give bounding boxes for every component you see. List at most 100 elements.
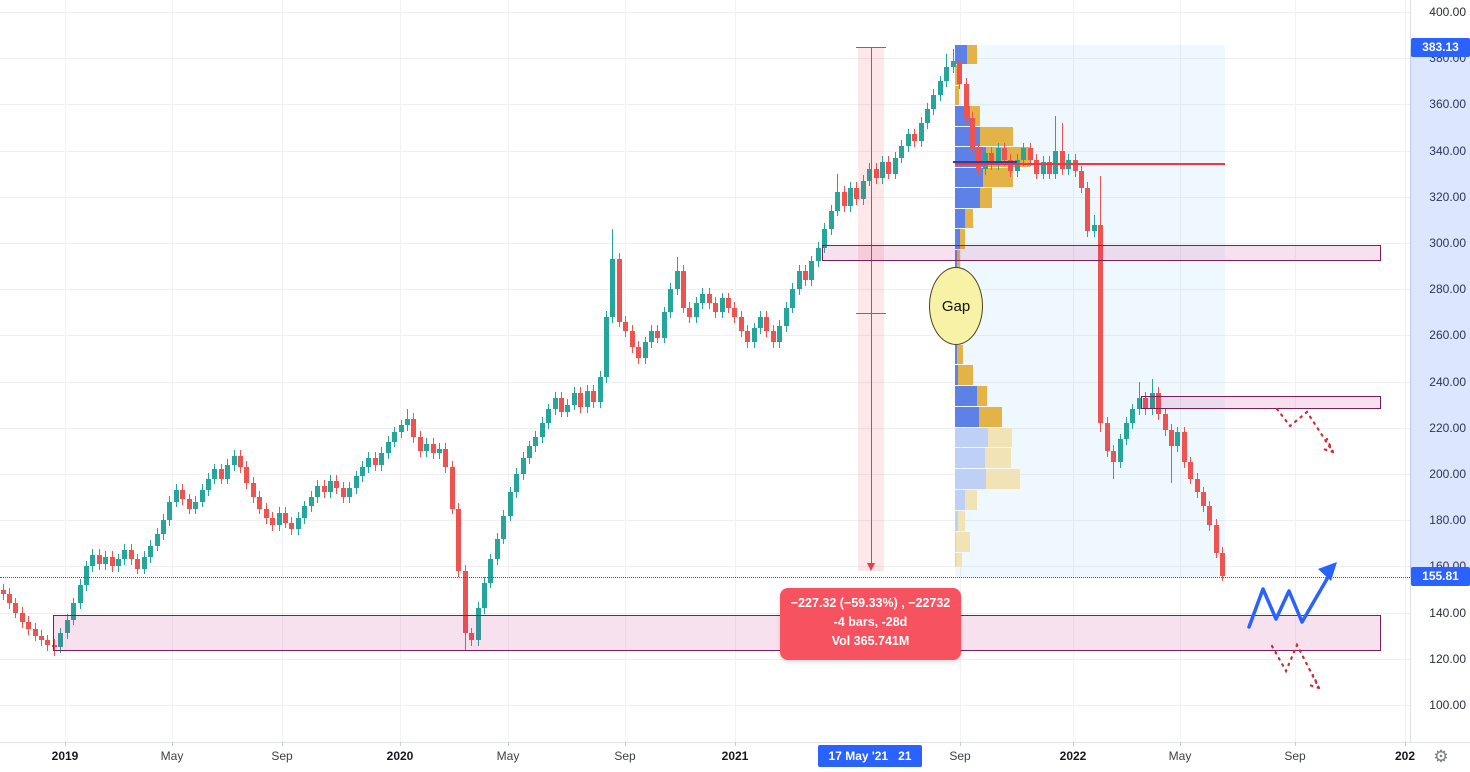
candle <box>340 487 346 498</box>
price-zone-rectangle[interactable] <box>53 615 1381 651</box>
h-gridline <box>0 381 1410 383</box>
time-axis-tick <box>1405 742 1406 746</box>
candle <box>899 145 905 158</box>
volume-profile-buy-bar <box>955 407 979 427</box>
candle <box>1021 148 1027 160</box>
volume-profile-buy-bar <box>955 45 967 64</box>
chart-pane[interactable] <box>0 0 1410 742</box>
bullish-arrowhead-icon <box>1318 562 1337 581</box>
volume-profile-region[interactable] <box>955 45 1225 577</box>
candle <box>218 469 224 479</box>
candle <box>1046 162 1052 174</box>
volume-profile-sell-bar <box>977 386 987 406</box>
price-axis-label: 360.00 <box>1429 97 1466 112</box>
candle <box>1220 552 1226 577</box>
gap-annotation[interactable]: Gap <box>929 267 983 345</box>
value-area-line <box>953 161 1017 163</box>
time-axis-tick <box>735 742 736 746</box>
candle <box>1175 432 1181 447</box>
candle <box>1053 150 1059 174</box>
volume-profile-sell-bar <box>955 86 959 105</box>
candle <box>116 559 122 567</box>
time-axis-label: Sep <box>271 749 293 763</box>
candle <box>725 298 731 308</box>
candle <box>873 169 879 179</box>
candle <box>231 455 237 465</box>
candle <box>128 550 134 560</box>
volume-profile-sell-bar <box>967 45 977 64</box>
volume-profile-buy-bar <box>955 428 988 447</box>
candle <box>886 162 892 174</box>
volume-profile-sell-bar <box>980 188 992 208</box>
poc-line[interactable] <box>955 163 1225 165</box>
candle <box>437 448 443 454</box>
v-gridline <box>625 0 626 742</box>
candle <box>732 307 738 317</box>
candle <box>398 425 404 433</box>
volume-profile-sell-bar <box>986 469 1020 489</box>
candle <box>372 457 378 465</box>
candle <box>687 307 693 317</box>
candle <box>905 134 911 146</box>
candle <box>186 499 192 509</box>
candle-wick <box>1061 122 1063 175</box>
v-gridline <box>172 0 173 742</box>
v-gridline <box>735 0 736 742</box>
candle <box>642 342 648 359</box>
candle <box>327 480 333 493</box>
candle <box>39 635 45 641</box>
candle <box>835 192 841 211</box>
candle <box>507 492 513 516</box>
candle <box>238 455 244 468</box>
time-axis-label: Sep <box>1284 749 1306 763</box>
candle <box>96 554 102 565</box>
price-zone-rectangle[interactable] <box>822 245 1381 261</box>
volume-profile-buy-bar <box>955 490 965 510</box>
measure-vertical-line <box>871 47 872 568</box>
time-axis-tick <box>282 742 283 746</box>
candle <box>1124 423 1129 440</box>
candle <box>738 316 744 331</box>
candle <box>931 95 937 110</box>
candle <box>26 621 32 629</box>
volume-profile-sell-bar <box>957 345 963 364</box>
price-zone-rectangle[interactable] <box>1141 396 1381 409</box>
candle <box>404 418 410 426</box>
time-axis-label: May <box>496 749 520 763</box>
time-axis[interactable] <box>0 742 1470 772</box>
price-axis-range-highlight <box>1410 47 1470 577</box>
measure-arrowhead-icon <box>867 563 875 571</box>
volume-profile-buy-bar <box>955 511 958 531</box>
candle <box>719 298 725 313</box>
candle <box>976 148 982 170</box>
h-gridline <box>0 520 1410 522</box>
volume-profile-sell-bar <box>965 490 977 510</box>
volume-profile-buy-bar <box>955 209 965 228</box>
candle <box>51 644 57 648</box>
candle <box>353 476 359 488</box>
candle <box>822 229 828 248</box>
time-axis-tick <box>960 742 961 746</box>
h-gridline <box>0 474 1410 475</box>
candle <box>841 192 847 207</box>
bearish-dotted-arrow-upper[interactable] <box>1275 407 1335 454</box>
price-axis[interactable] <box>1410 0 1470 742</box>
candle <box>655 330 661 338</box>
volume-profile-buy-bar <box>955 469 986 489</box>
candle <box>154 534 160 546</box>
candle <box>924 109 930 123</box>
volume-profile-buy-bar <box>955 386 977 406</box>
candle <box>693 303 699 317</box>
price-axis-label: 120.00 <box>1429 651 1466 666</box>
candle <box>1040 162 1046 174</box>
v-gridline <box>400 0 401 742</box>
time-axis-tick <box>1180 742 1181 746</box>
candle <box>610 259 616 317</box>
candle <box>161 520 166 535</box>
candle <box>764 316 770 331</box>
measure-price-change: −227.32 (−59.33%) , −22732 <box>790 596 951 610</box>
candle <box>539 423 545 438</box>
candle <box>1156 393 1162 414</box>
axis-settings-button[interactable]: ⚙ <box>1428 745 1454 769</box>
